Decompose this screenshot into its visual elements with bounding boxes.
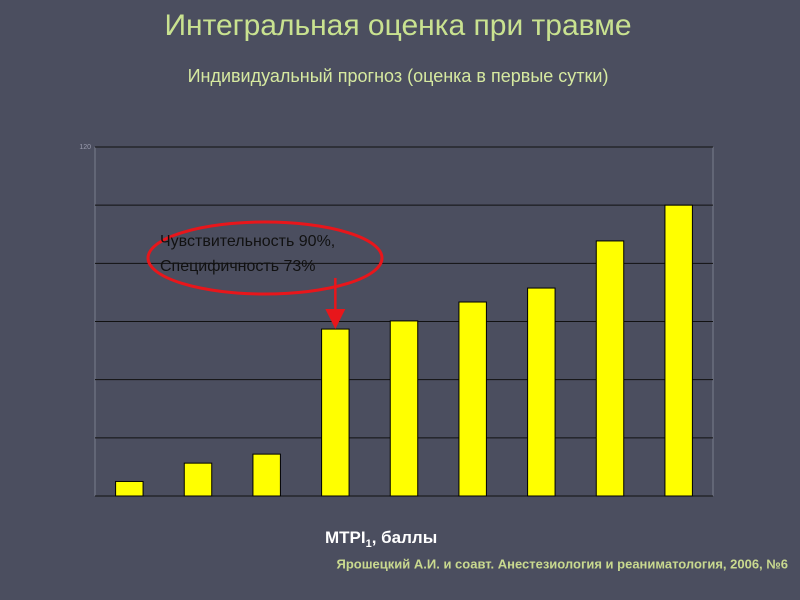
bar [183, 462, 213, 497]
x-axis-label: MTPI1, баллы [325, 528, 437, 549]
x-label-rest: , баллы [372, 528, 438, 547]
bar [321, 328, 350, 497]
bar [595, 240, 625, 497]
slide-subtitle: Индивидуальный прогноз (оценка в первые … [188, 66, 609, 86]
annotation-text: Чувствительность 90%, [160, 233, 335, 250]
annotation-ellipse [146, 220, 384, 296]
bar [115, 480, 144, 497]
x-label-sub: 1 [366, 538, 372, 550]
plot-area: 120 Чувствительность 90%, Специфичность 73… [79, 144, 714, 497]
x-label-main: MTPI [325, 528, 366, 547]
bar [527, 287, 556, 497]
bar [458, 301, 487, 497]
slide-title: Интегральная оценка при травме [164, 9, 631, 42]
bar [664, 204, 693, 497]
bar [252, 453, 281, 497]
annotation-text: Специфичность 73% [160, 258, 316, 275]
bar [389, 320, 419, 497]
y-tick-label: 120 [79, 144, 91, 151]
source-note: Ярошецкий А.И. и соавт. Анестезиология и… [337, 556, 789, 571]
